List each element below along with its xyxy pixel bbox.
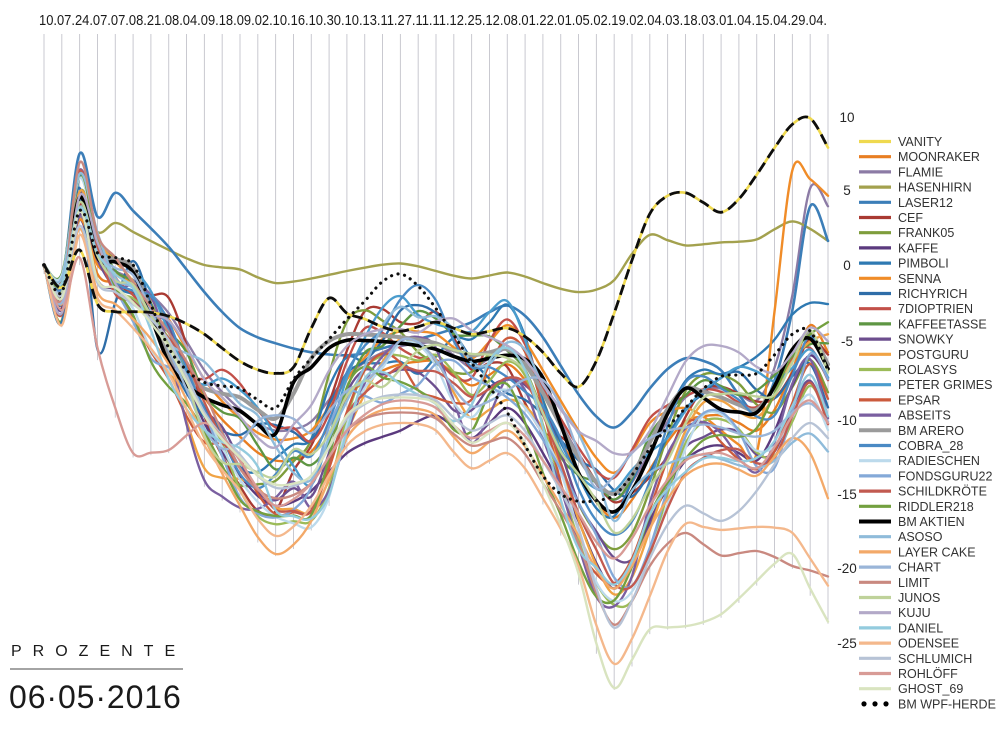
svg-text:0: 0 bbox=[843, 258, 851, 273]
svg-text:DANIEL: DANIEL bbox=[898, 621, 943, 635]
svg-text:06·05·2016: 06·05·2016 bbox=[9, 679, 182, 715]
svg-text:SCHLUMICH: SCHLUMICH bbox=[898, 652, 972, 666]
svg-text:PROZENTE: PROZENTE bbox=[11, 643, 186, 660]
svg-text:FONDSGURU22: FONDSGURU22 bbox=[898, 469, 993, 483]
svg-text:VANITY: VANITY bbox=[898, 135, 943, 149]
svg-text:CEF: CEF bbox=[898, 211, 923, 225]
svg-text:RIDDLER218: RIDDLER218 bbox=[898, 500, 974, 514]
svg-text:LIMIT: LIMIT bbox=[898, 576, 930, 590]
svg-text:JUNOS: JUNOS bbox=[898, 591, 940, 605]
svg-text:LAYER CAKE: LAYER CAKE bbox=[898, 545, 976, 559]
svg-text:GHOST_69: GHOST_69 bbox=[898, 682, 963, 696]
svg-text:-20: -20 bbox=[837, 561, 857, 576]
svg-text:ROLASYS: ROLASYS bbox=[898, 363, 957, 377]
svg-text:POSTGURU: POSTGURU bbox=[898, 348, 969, 362]
svg-text:PETER GRIMES: PETER GRIMES bbox=[898, 378, 992, 392]
svg-text:ASOSO: ASOSO bbox=[898, 530, 943, 544]
svg-text:KUJU: KUJU bbox=[898, 606, 931, 620]
svg-text:CHART: CHART bbox=[898, 561, 941, 575]
svg-text:-10: -10 bbox=[837, 413, 857, 428]
svg-text:BM ARERO: BM ARERO bbox=[898, 424, 964, 438]
svg-text:-25: -25 bbox=[837, 636, 857, 651]
svg-text:KAFFEETASSE: KAFFEETASSE bbox=[898, 317, 987, 331]
svg-text:RICHYRICH: RICHYRICH bbox=[898, 287, 967, 301]
svg-text:RADIESCHEN: RADIESCHEN bbox=[898, 454, 980, 468]
svg-text:ODENSEE: ODENSEE bbox=[898, 637, 959, 651]
svg-text:ABSEITS: ABSEITS bbox=[898, 409, 951, 423]
svg-text:10: 10 bbox=[839, 110, 854, 125]
svg-text:KAFFE: KAFFE bbox=[898, 241, 938, 255]
svg-text:BM WPF-HERDE: BM WPF-HERDE bbox=[898, 697, 996, 711]
svg-text:HASENHIRN: HASENHIRN bbox=[898, 181, 972, 195]
svg-text:FRANK05: FRANK05 bbox=[898, 226, 954, 240]
svg-text:COBRA_28: COBRA_28 bbox=[898, 439, 963, 453]
svg-text:7DIOPTRIEN: 7DIOPTRIEN bbox=[898, 302, 973, 316]
svg-text:LASER12: LASER12 bbox=[898, 196, 953, 210]
svg-text:SNOWKY: SNOWKY bbox=[898, 333, 954, 347]
svg-text:ROHLÖFF: ROHLÖFF bbox=[898, 667, 958, 681]
svg-text:EPSAR: EPSAR bbox=[898, 393, 940, 407]
svg-text:-15: -15 bbox=[837, 487, 857, 502]
svg-text:BM AKTIEN: BM AKTIEN bbox=[898, 515, 965, 529]
svg-text:PIMBOLI: PIMBOLI bbox=[898, 257, 949, 271]
svg-text:10.07.24.07.07.08.21.08.04.09.: 10.07.24.07.07.08.21.08.04.09.18.09.02.1… bbox=[39, 13, 827, 29]
svg-text:SCHILDKRÖTE: SCHILDKRÖTE bbox=[898, 485, 987, 499]
svg-text:-5: -5 bbox=[841, 334, 853, 349]
svg-text:FLAMIE: FLAMIE bbox=[898, 165, 943, 179]
svg-text:MOONRAKER: MOONRAKER bbox=[898, 150, 980, 164]
svg-text:5: 5 bbox=[843, 183, 851, 198]
svg-text:SENNA: SENNA bbox=[898, 272, 942, 286]
